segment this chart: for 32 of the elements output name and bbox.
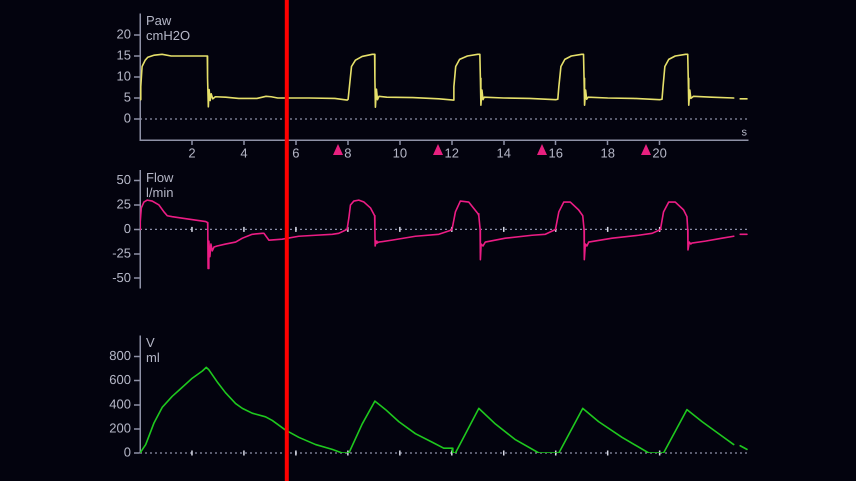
y-tick-label: -50: [112, 270, 131, 285]
y-tick-label: 0: [124, 110, 131, 126]
y-tick-label: 50: [116, 172, 131, 188]
x-tick-label: 6: [292, 145, 300, 160]
y-tick-label: 5: [124, 90, 131, 105]
x-tick-label: 16: [548, 145, 563, 160]
y-tick-label: 0: [124, 220, 131, 236]
x-tick-label: 8: [344, 145, 352, 160]
chart-title: Flow: [146, 170, 174, 185]
y-tick-label: 600: [109, 372, 131, 388]
y-tick-label: -25: [112, 245, 131, 260]
y-tick-label: 0: [124, 444, 131, 460]
y-tick-label: 20: [116, 26, 131, 42]
y-axis-title: ml: [146, 350, 160, 366]
chart-title: Paw: [146, 13, 172, 28]
x-tick-label: 2: [188, 145, 196, 160]
y-tick-label: 10: [116, 68, 131, 84]
x-tick-label: 10: [392, 145, 408, 160]
x-tick-label: 20: [652, 145, 667, 160]
chart-title: V: [146, 335, 155, 350]
x-tick-label: 4: [240, 145, 248, 160]
y-axis-title: cmH2O: [146, 28, 190, 44]
x-tick-label: 12: [444, 145, 460, 160]
y-tick-label: 15: [116, 48, 131, 63]
x-tick-label: 18: [600, 145, 615, 160]
x-axis-title: s: [742, 126, 748, 139]
y-tick-label: 200: [109, 420, 131, 436]
x-tick-label: 14: [496, 145, 511, 160]
y-tick-label: 800: [109, 348, 131, 364]
y-axis-title: l/min: [146, 184, 174, 200]
y-tick-label: 25: [116, 196, 131, 212]
y-tick-label: 400: [109, 396, 131, 412]
